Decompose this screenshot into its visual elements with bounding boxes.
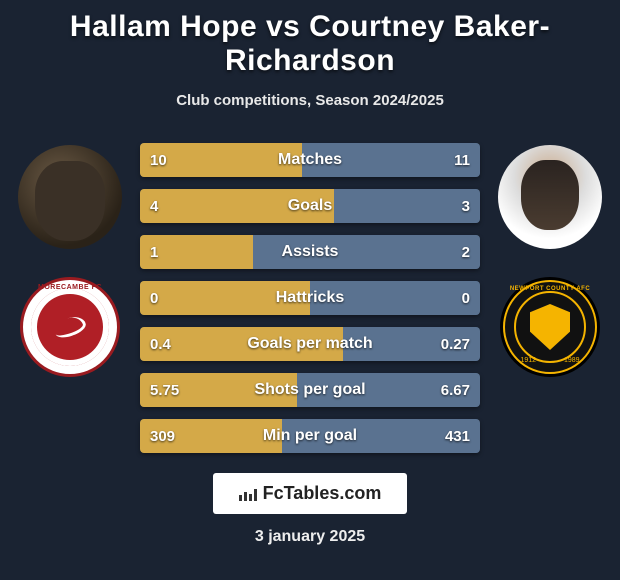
club-right-years: 1912 1989 bbox=[520, 357, 579, 364]
club-left-ring-text: MORECAMBE FC bbox=[38, 284, 102, 291]
bar-label: Hattricks bbox=[140, 289, 480, 307]
stat-bar: 0.40.27Goals per match bbox=[140, 327, 480, 361]
bar-label: Matches bbox=[140, 151, 480, 169]
shrimp-icon bbox=[52, 313, 88, 341]
club-right-ring-text: NEWPORT COUNTY AFC bbox=[510, 286, 590, 292]
subtitle: Club competitions, Season 2024/2025 bbox=[0, 92, 620, 109]
bar-label: Shots per goal bbox=[140, 381, 480, 399]
page-title: Hallam Hope vs Courtney Baker-Richardson bbox=[0, 10, 620, 78]
stat-bar: 309431Min per goal bbox=[140, 419, 480, 453]
stat-bar: 12Assists bbox=[140, 235, 480, 269]
date-text: 3 january 2025 bbox=[255, 528, 365, 546]
player-left-silhouette-icon bbox=[35, 161, 105, 241]
logo-text: FcTables.com bbox=[263, 483, 382, 504]
bar-label: Goals bbox=[140, 197, 480, 215]
bar-chart-icon bbox=[239, 487, 257, 501]
right-side: NEWPORT COUNTY AFC 1912 1989 bbox=[498, 137, 602, 377]
bar-label: Assists bbox=[140, 243, 480, 261]
left-side: MORECAMBE FC bbox=[18, 137, 122, 377]
club-right-badge: NEWPORT COUNTY AFC 1912 1989 bbox=[500, 277, 600, 377]
stat-bar: 43Goals bbox=[140, 189, 480, 223]
fctables-logo: FcTables.com bbox=[213, 473, 408, 514]
club-right-year-right: 1989 bbox=[564, 357, 580, 364]
stats-bars: 1011Matches 43Goals 12Assists 00Hattricks 0.… bbox=[140, 137, 480, 453]
bar-label: Goals per match bbox=[140, 335, 480, 353]
footer: FcTables.com 3 january 2025 bbox=[0, 473, 620, 546]
club-right-year-left: 1912 bbox=[520, 357, 536, 364]
content-row: MORECAMBE FC 1011Matches 43Goals 12Assists… bbox=[0, 137, 620, 453]
club-left-badge: MORECAMBE FC bbox=[20, 277, 120, 377]
player-right-silhouette-icon bbox=[521, 160, 579, 230]
bar-label: Min per goal bbox=[140, 427, 480, 445]
stat-bar: 5.756.67Shots per goal bbox=[140, 373, 480, 407]
player-right-avatar bbox=[498, 145, 602, 249]
stat-bar: 1011Matches bbox=[140, 143, 480, 177]
club-left-inner-icon bbox=[31, 288, 109, 366]
comparison-card: Hallam Hope vs Courtney Baker-Richardson… bbox=[0, 0, 620, 580]
stat-bar: 00Hattricks bbox=[140, 281, 480, 315]
player-left-avatar bbox=[18, 145, 122, 249]
